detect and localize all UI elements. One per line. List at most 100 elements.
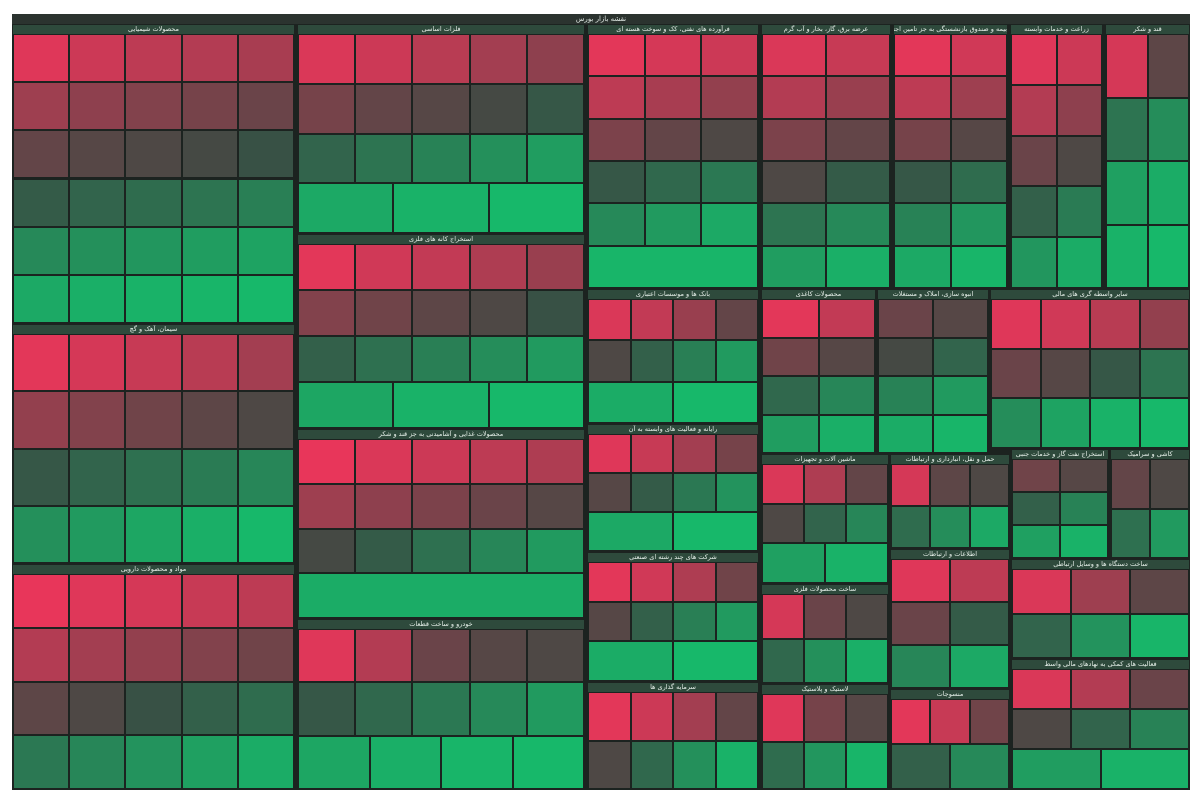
stock-tile bbox=[355, 133, 413, 184]
stock-tile bbox=[991, 348, 1041, 399]
stock-tile bbox=[69, 391, 126, 449]
stock-tile bbox=[588, 299, 631, 341]
stock-tile bbox=[701, 161, 758, 204]
stock-tile bbox=[298, 34, 356, 84]
stock-tile bbox=[826, 161, 890, 204]
stock-tile bbox=[1106, 34, 1148, 98]
sector-title: رایانه و فعالیت های وابسته به آن bbox=[588, 425, 758, 434]
stock-tile bbox=[469, 336, 527, 382]
stock-tile bbox=[412, 483, 470, 529]
stock-tile bbox=[673, 562, 716, 602]
stock-tile bbox=[526, 244, 584, 290]
sector-title: فرآورده های نفتی، کک و سوخت هسته ای bbox=[588, 25, 758, 34]
stock-tile bbox=[1011, 34, 1057, 85]
stock-tile bbox=[13, 82, 70, 131]
stock-tile bbox=[588, 203, 645, 246]
stock-tile bbox=[469, 682, 527, 736]
stock-tile bbox=[181, 334, 238, 392]
sector: محصولات شیمیایی bbox=[12, 24, 295, 324]
sector-title: اطلاعات و ارتباطات bbox=[891, 550, 1009, 559]
stock-tile bbox=[1012, 569, 1071, 614]
stock-tile bbox=[181, 574, 238, 628]
stock-tile bbox=[237, 391, 294, 449]
stock-tile bbox=[1139, 398, 1189, 448]
stock-tile bbox=[125, 34, 182, 83]
stock-tile bbox=[181, 391, 238, 449]
sector-title: بیمه و صندوق بازنشستگی به جز تامین اجتما… bbox=[894, 25, 1007, 34]
stock-tile bbox=[237, 226, 294, 275]
stock-tile bbox=[630, 562, 673, 602]
stock-tile bbox=[950, 118, 1007, 161]
stock-tile bbox=[125, 178, 182, 227]
stock-tile bbox=[1111, 459, 1150, 509]
stock-tile bbox=[891, 559, 950, 602]
stock-tile bbox=[1056, 135, 1102, 187]
stock-tile bbox=[894, 118, 951, 161]
stock-tile bbox=[804, 503, 846, 544]
stock-tile bbox=[715, 601, 758, 642]
sector: ساخت محصولات فلزی bbox=[761, 584, 889, 684]
stock-tile bbox=[181, 627, 238, 682]
sector: مواد و محصولات دارویی bbox=[12, 564, 295, 790]
stock-tile bbox=[762, 118, 826, 161]
stock-tile bbox=[950, 161, 1007, 204]
stock-tile bbox=[69, 681, 126, 736]
stock-tile bbox=[588, 118, 645, 161]
sector: سرمایه گذاری ها bbox=[587, 682, 759, 790]
stock-tile bbox=[125, 448, 182, 506]
sector: حمل و نقل، انبارداری و ارتباطات bbox=[890, 454, 1010, 549]
stock-tile bbox=[512, 735, 584, 789]
stock-tile bbox=[891, 744, 950, 789]
sector: محصولات کاغذی bbox=[761, 289, 876, 454]
stock-tile bbox=[181, 505, 238, 563]
stock-tile bbox=[969, 699, 1009, 744]
stock-tile bbox=[298, 133, 356, 184]
stock-tile bbox=[673, 434, 716, 473]
stock-tile bbox=[469, 83, 527, 134]
stock-tile bbox=[891, 464, 931, 506]
stock-tile bbox=[673, 692, 716, 741]
stock-tile bbox=[13, 735, 70, 789]
stock-tile bbox=[69, 178, 126, 227]
stock-tile bbox=[125, 505, 182, 563]
stock-tile bbox=[1150, 508, 1189, 558]
stock-tile bbox=[891, 699, 931, 744]
stock-tile bbox=[1012, 669, 1071, 709]
stock-tile bbox=[673, 299, 716, 341]
stock-tile bbox=[762, 299, 819, 338]
stock-tile bbox=[644, 161, 702, 204]
stock-tile bbox=[526, 629, 584, 683]
stock-tile bbox=[588, 34, 645, 77]
stock-tile bbox=[412, 133, 470, 184]
stock-tile bbox=[826, 203, 890, 246]
stock-tile bbox=[588, 601, 631, 642]
stock-tile bbox=[1012, 525, 1060, 558]
stock-tile bbox=[762, 741, 804, 789]
stock-tile bbox=[237, 178, 294, 227]
stock-tile bbox=[673, 740, 716, 789]
stock-tile bbox=[13, 574, 70, 628]
sector: کاشی و سرامیک bbox=[1110, 449, 1190, 559]
stock-tile bbox=[237, 34, 294, 83]
stock-tile bbox=[1012, 709, 1071, 749]
sector-title: منسوجات bbox=[891, 690, 1009, 699]
stock-tile bbox=[181, 34, 238, 83]
stock-tile bbox=[933, 337, 988, 376]
stock-tile bbox=[804, 638, 846, 683]
stock-tile bbox=[526, 483, 584, 529]
stock-tile bbox=[355, 290, 413, 336]
stock-tile bbox=[891, 602, 950, 645]
stock-tile bbox=[469, 629, 527, 683]
stock-tile bbox=[701, 76, 758, 119]
stock-tile bbox=[701, 203, 758, 246]
stock-tile bbox=[13, 226, 70, 275]
stock-tile bbox=[237, 334, 294, 392]
stock-tile bbox=[298, 483, 356, 529]
stock-tile bbox=[1130, 613, 1189, 658]
stock-tile bbox=[412, 528, 470, 574]
stock-tile bbox=[1011, 237, 1057, 288]
stock-tile bbox=[673, 641, 758, 681]
sector-title: محصولات شیمیایی bbox=[13, 25, 294, 34]
stock-tile bbox=[69, 735, 126, 789]
stock-tile bbox=[1060, 459, 1108, 492]
